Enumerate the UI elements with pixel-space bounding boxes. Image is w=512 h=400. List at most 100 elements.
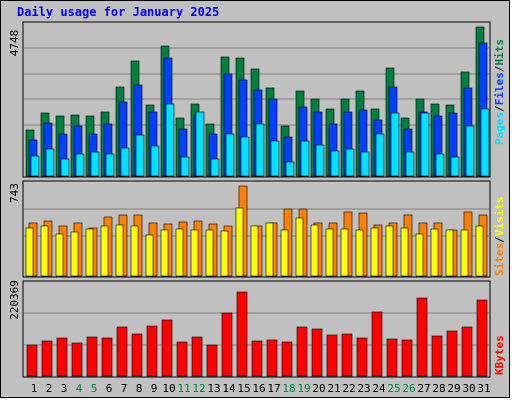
x-tick-label: 8 <box>136 382 143 395</box>
bar-visits <box>115 224 124 277</box>
bar-visits <box>280 229 289 277</box>
bar-visits <box>40 225 49 277</box>
bar-visits <box>160 229 169 277</box>
bar-pages <box>390 112 400 177</box>
x-tick-label: 23 <box>357 382 370 395</box>
bar-kbytes <box>341 333 353 377</box>
bar-visits <box>25 227 34 277</box>
bar-pages <box>240 136 250 177</box>
bar-visits <box>100 225 109 277</box>
bar-kbytes <box>416 297 428 377</box>
bar-pages <box>45 148 55 177</box>
bar-visits <box>190 229 199 277</box>
x-tick-label: 13 <box>207 382 220 395</box>
bar-kbytes <box>146 325 158 377</box>
bar-kbytes <box>251 340 263 377</box>
x-tick-label: 5 <box>91 382 98 395</box>
bar-pages <box>195 111 205 177</box>
legend-visits: Sites/Visits <box>493 197 506 277</box>
x-tick-label: 10 <box>162 382 175 395</box>
bar-visits <box>475 225 484 277</box>
x-tick-label: 20 <box>312 382 325 395</box>
bar-pages <box>435 153 445 177</box>
x-tick-label: 27 <box>417 382 430 395</box>
bar-visits <box>220 230 229 277</box>
bar-visits <box>340 228 349 277</box>
bar-pages <box>345 148 355 177</box>
bar-visits <box>85 228 94 277</box>
x-tick-label: 7 <box>121 382 128 395</box>
bar-kbytes <box>281 341 293 377</box>
x-tick-label: 11 <box>177 382 190 395</box>
legend-kbytes: KBytes <box>493 335 506 375</box>
bar-kbytes <box>86 336 98 377</box>
bar-pages <box>300 140 310 177</box>
bar-kbytes <box>56 337 68 377</box>
bar-visits <box>70 231 79 277</box>
bar-visits <box>325 228 334 277</box>
bar-visits <box>385 225 394 277</box>
bar-kbytes <box>176 341 188 377</box>
bar-pages <box>180 156 190 177</box>
bar-pages <box>135 134 145 177</box>
x-tick-label: 21 <box>327 382 340 395</box>
bar-pages <box>165 103 175 177</box>
x-tick-label: 22 <box>342 382 355 395</box>
bar-pages <box>285 161 295 177</box>
bar-pages <box>405 151 415 177</box>
x-tick-label: 1 <box>31 382 38 395</box>
legend-hits: Pages/Files/Hits <box>493 39 506 145</box>
x-tick-label: 24 <box>372 382 386 395</box>
bar-pages <box>210 158 220 177</box>
bar-kbytes <box>296 326 308 377</box>
bar-kbytes <box>476 299 488 377</box>
bar-kbytes <box>26 344 38 377</box>
bar-visits <box>415 233 424 277</box>
bar-pages <box>60 158 70 177</box>
bar-kbytes <box>71 342 83 377</box>
bar-visits <box>370 227 379 277</box>
bar-kbytes <box>116 326 128 377</box>
bar-visits <box>355 229 364 277</box>
x-tick-label: 4 <box>76 382 83 395</box>
page-title: Daily usage for January 2025 <box>17 5 220 19</box>
x-tick-label: 16 <box>252 382 265 395</box>
bar-pages <box>270 140 280 177</box>
x-tick-label: 9 <box>151 382 158 395</box>
bar-kbytes <box>161 319 173 377</box>
bar-pages <box>75 153 85 177</box>
bar-kbytes <box>386 338 398 377</box>
bar-pages <box>375 133 385 177</box>
bar-kbytes <box>41 340 53 377</box>
bar-visits <box>265 222 274 277</box>
bar-pages <box>255 123 265 177</box>
bar-pages <box>120 147 130 177</box>
bar-pages <box>30 155 40 177</box>
bar-pages <box>315 144 325 177</box>
bar-visits <box>460 229 469 277</box>
bar-pages <box>360 151 370 177</box>
x-tick-label: 6 <box>106 382 113 395</box>
bar-visits <box>430 228 439 277</box>
bar-pages <box>330 150 340 177</box>
bar-visits <box>130 225 139 277</box>
bar-pages <box>225 133 235 177</box>
bar-kbytes <box>191 336 203 377</box>
bar-visits <box>235 207 244 277</box>
bar-visits <box>205 229 214 277</box>
bar-kbytes <box>101 337 113 377</box>
bar-visits <box>175 228 184 277</box>
bar-pages <box>465 125 475 177</box>
x-tick-label: 14 <box>222 382 236 395</box>
x-tick-label: 12 <box>192 382 205 395</box>
x-tick-label: 15 <box>237 382 250 395</box>
bar-kbytes <box>371 311 383 377</box>
bar-pages <box>450 156 460 177</box>
bar-visits <box>55 233 64 277</box>
bar-visits <box>310 224 319 277</box>
y-max-label-hits: 4748 <box>8 30 21 57</box>
bar-pages <box>90 151 100 177</box>
bar-kbytes <box>431 335 443 377</box>
y-max-label-visits: 743 <box>8 183 21 203</box>
